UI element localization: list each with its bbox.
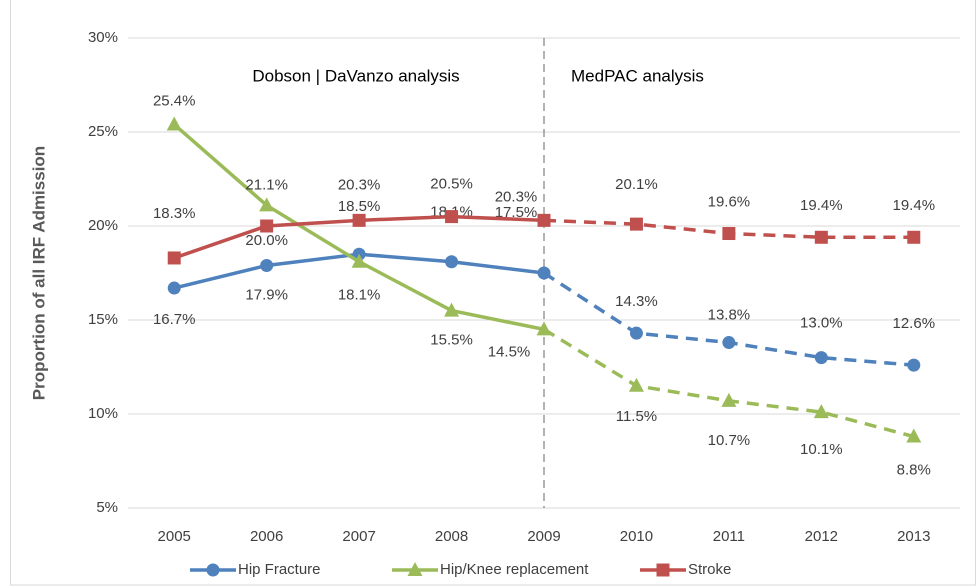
point bbox=[167, 251, 181, 265]
data-label: 19.6% bbox=[708, 193, 751, 210]
chart-border bbox=[10, 0, 976, 586]
data-label: 8.8% bbox=[897, 462, 931, 479]
x-tick-label: 2008 bbox=[435, 528, 468, 545]
data-label: 18.1% bbox=[338, 287, 381, 304]
point bbox=[351, 253, 367, 268]
data-label: 14.3% bbox=[615, 293, 658, 310]
x-tick-label: 2012 bbox=[805, 528, 838, 545]
point bbox=[629, 217, 643, 231]
point bbox=[814, 351, 828, 365]
data-label: 11.5% bbox=[616, 408, 657, 425]
legend-label: Hip Fracture bbox=[238, 561, 321, 578]
legend-marker bbox=[656, 563, 670, 577]
x-tick-label: 2011 bbox=[713, 528, 745, 545]
point bbox=[260, 219, 274, 233]
point bbox=[537, 213, 551, 227]
point bbox=[907, 230, 921, 244]
y-tick-label: 20% bbox=[88, 217, 118, 234]
data-label: 17.9% bbox=[245, 286, 288, 303]
point bbox=[445, 210, 459, 224]
data-label: 17.5% bbox=[495, 204, 538, 221]
data-label: 10.7% bbox=[708, 432, 751, 449]
annotation: Dobson | DaVanzo analysis bbox=[252, 66, 459, 85]
data-label: 12.6% bbox=[893, 315, 936, 332]
legend-marker bbox=[407, 562, 423, 576]
data-label: 18.3% bbox=[153, 205, 196, 222]
data-label: 15.5% bbox=[430, 332, 473, 349]
y-tick-label: 5% bbox=[96, 499, 118, 516]
point bbox=[166, 116, 182, 131]
point bbox=[629, 326, 643, 340]
point bbox=[259, 197, 275, 212]
x-tick-label: 2007 bbox=[342, 528, 375, 545]
y-tick-label: 25% bbox=[88, 123, 118, 140]
point bbox=[814, 230, 828, 244]
point bbox=[445, 255, 459, 269]
data-label: 20.3% bbox=[338, 176, 381, 193]
data-label: 20.1% bbox=[615, 176, 658, 193]
x-tick-label: 2005 bbox=[158, 528, 191, 545]
point bbox=[906, 428, 922, 443]
data-label: 10.1% bbox=[800, 441, 843, 458]
point bbox=[907, 358, 921, 372]
point bbox=[722, 227, 736, 241]
x-tick-label: 2006 bbox=[250, 528, 283, 545]
point bbox=[721, 392, 737, 407]
point bbox=[352, 213, 366, 227]
point bbox=[628, 377, 644, 392]
data-label: 14.5% bbox=[488, 343, 531, 360]
data-label: 19.4% bbox=[893, 197, 936, 214]
point bbox=[260, 258, 274, 272]
x-tick-label: 2013 bbox=[897, 528, 930, 545]
x-tick-label: 2009 bbox=[527, 528, 560, 545]
y-tick-label: 30% bbox=[88, 29, 118, 46]
data-label: 18.5% bbox=[338, 198, 381, 215]
data-label: 20.0% bbox=[245, 232, 288, 249]
data-label: 20.3% bbox=[495, 188, 538, 205]
data-label: 13.0% bbox=[800, 315, 843, 332]
point bbox=[167, 281, 181, 295]
point bbox=[444, 302, 460, 317]
data-label: 21.1% bbox=[245, 176, 288, 193]
y-tick-label: 15% bbox=[88, 311, 118, 328]
data-label: 13.8% bbox=[708, 307, 751, 324]
point bbox=[722, 336, 736, 350]
legend-label: Stroke bbox=[688, 561, 731, 578]
annotation: MedPAC analysis bbox=[571, 66, 704, 85]
point bbox=[536, 321, 552, 336]
x-tick-label: 2010 bbox=[620, 528, 653, 545]
point bbox=[813, 404, 829, 419]
data-label: 19.4% bbox=[800, 197, 843, 214]
data-label: 25.4% bbox=[153, 92, 196, 109]
point bbox=[537, 266, 551, 280]
legend-marker bbox=[206, 563, 220, 577]
y-axis-label: Proportion of all IRF Admission bbox=[29, 146, 48, 400]
y-tick-label: 10% bbox=[88, 405, 118, 422]
legend-label: Hip/Knee replacement bbox=[440, 561, 589, 578]
data-label: 16.7% bbox=[153, 311, 196, 328]
data-label: 20.5% bbox=[430, 176, 473, 193]
